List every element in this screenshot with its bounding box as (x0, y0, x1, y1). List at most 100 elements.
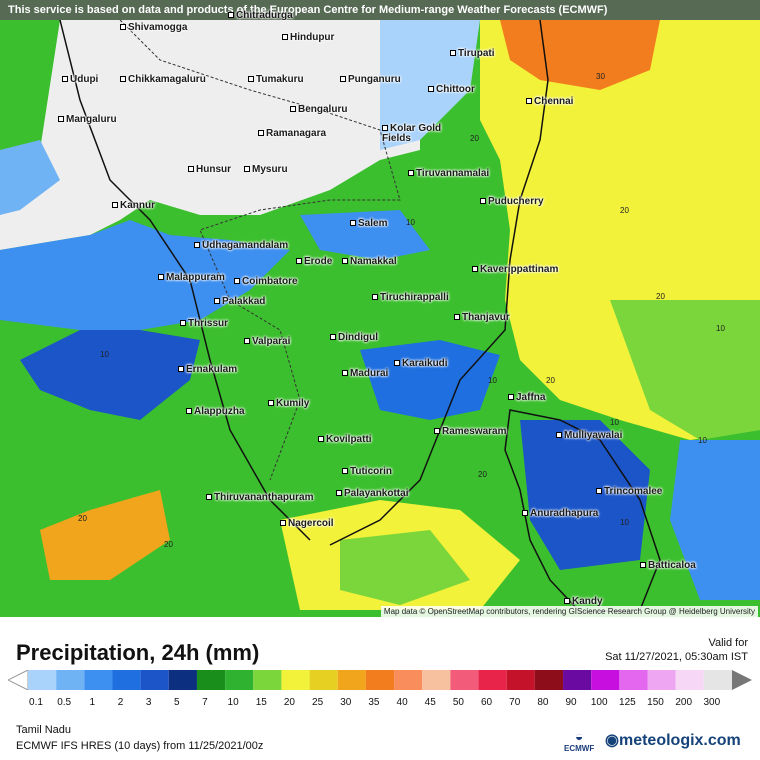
scale-tick-label: 125 (619, 697, 636, 708)
scale-swatch (703, 670, 732, 690)
city-label: Udhagamandalam (194, 240, 288, 251)
scale-tick-label: 300 (703, 697, 721, 708)
scale-swatch (337, 670, 366, 690)
blue-central (360, 340, 500, 420)
city-label: Dindigul (330, 332, 378, 343)
scale-right-arrow (732, 670, 752, 690)
contour-label: 10 (488, 376, 497, 385)
city-label: Kaverippattinam (472, 264, 558, 275)
scale-tick-label: 10 (227, 697, 239, 708)
scale-tick-label: 70 (509, 697, 521, 708)
contour-label: 20 (164, 540, 173, 549)
scale-swatch (112, 670, 141, 690)
dry-region (0, 20, 420, 250)
city-label: Tirupati (450, 48, 494, 59)
city-label: Thiruvananthapuram (206, 492, 313, 503)
scale-swatch (647, 670, 676, 690)
brand-icon: ◉ (605, 732, 619, 749)
city-label: Kandy (564, 596, 603, 607)
city-label: Bengaluru (290, 104, 347, 115)
city-label: Chennai (526, 96, 573, 107)
scale-swatch (140, 670, 169, 690)
contour-label: 10 (716, 324, 725, 333)
map-layer (0, 19, 760, 613)
city-label: Hunsur (188, 164, 231, 175)
scale-tick-label: 20 (283, 697, 295, 708)
city-label: Punganuru (340, 74, 401, 85)
precipitation-map[interactable]: This service is based on data and produc… (0, 0, 760, 617)
scale-tick-label: 60 (480, 697, 493, 708)
scale-tick-label: 25 (312, 697, 324, 708)
color-scale (8, 670, 752, 690)
city-label: Rameswaram (434, 426, 506, 437)
city-label: Tiruchirappalli (372, 292, 449, 303)
ecmwf-logo: ◒ ECMWF (564, 728, 595, 753)
scale-tick-label: 0.5 (57, 697, 72, 708)
scale-swatch (168, 670, 197, 690)
city-label: Udupi (62, 74, 98, 85)
contour-label: 10 (406, 218, 415, 227)
scale-tick-label: 0.1 (29, 697, 43, 708)
scale-swatch (478, 670, 507, 690)
city-label: Ernakulam (178, 364, 237, 375)
city-label: Thanjavur (454, 312, 510, 323)
city-label: Batticaloa (640, 560, 696, 571)
city-label: Coimbatore (234, 276, 298, 287)
disclaimer-banner: This service is based on data and produc… (0, 0, 760, 20)
scale-tick-label: 50 (452, 697, 464, 708)
map-attribution[interactable]: Map data © OpenStreetMap contributors, r… (380, 606, 758, 617)
valid-label: Valid for (708, 637, 748, 649)
city-label: Anuradhapura (522, 508, 598, 519)
scale-tick-label: 3 (145, 697, 152, 708)
scale-tick-label: 150 (647, 697, 664, 708)
city-label: Tiruvannamalai (408, 168, 489, 179)
scale-tick-label: 30 (340, 697, 352, 708)
scale-swatch (365, 670, 395, 690)
contour-label: 10 (610, 418, 619, 427)
scale-swatch (591, 670, 620, 690)
city-label: Salem (350, 218, 387, 229)
scale-swatch (253, 670, 282, 690)
scale-swatch (534, 670, 564, 690)
scale-tick-label: 15 (255, 697, 267, 708)
scale-tick-label: 35 (368, 697, 380, 708)
meteologix-logo[interactable]: ◉meteologix.com (605, 732, 741, 749)
city-label: Puducherry (480, 196, 544, 207)
contour-label: 20 (546, 376, 555, 385)
contour-label: 20 (470, 134, 479, 143)
blue-sri-lanka (520, 420, 650, 570)
valid-time: Sat 11/27/2021, 05:30am IST (605, 651, 748, 663)
scale-swatch (394, 670, 423, 690)
contour-label: 10 (620, 518, 629, 527)
scale-swatch (84, 670, 113, 690)
orange-ne (500, 20, 660, 90)
region-label: Tamil Nadu (16, 724, 72, 736)
scale-tick-label: 80 (537, 697, 549, 708)
dark-blue-coast (20, 330, 200, 420)
green-bay-east (610, 300, 760, 440)
scale-tick-label: 45 (424, 697, 436, 708)
city-label: Chittoor (428, 84, 475, 95)
city-label: Kannur (112, 200, 155, 211)
scale-swatch (281, 670, 310, 690)
city-label: Shivamogga (120, 22, 187, 33)
light-blue-region (0, 140, 60, 215)
scale-swatch (563, 670, 592, 690)
city-label: Thrissur (180, 318, 228, 329)
city-label: Erode (296, 256, 332, 267)
scale-swatch (450, 670, 479, 690)
blue-central2 (300, 210, 430, 260)
scale-swatch (225, 670, 254, 690)
contour-label: 20 (656, 292, 665, 301)
contour-label: 20 (78, 514, 87, 523)
city-label: Trincomalee (596, 486, 662, 497)
city-label: Tuticorin (342, 466, 392, 477)
city-label: Alappuzha (186, 406, 245, 417)
scale-tick-label: 1 (89, 697, 96, 708)
coastline-west (59, 19, 311, 541)
city-label: Palakkad (214, 296, 265, 307)
city-label: Chitradurga (228, 10, 293, 21)
city-label: Madurai (342, 368, 388, 379)
city-label: Malappuram (158, 272, 225, 283)
scale-tick-label: 90 (565, 697, 577, 708)
